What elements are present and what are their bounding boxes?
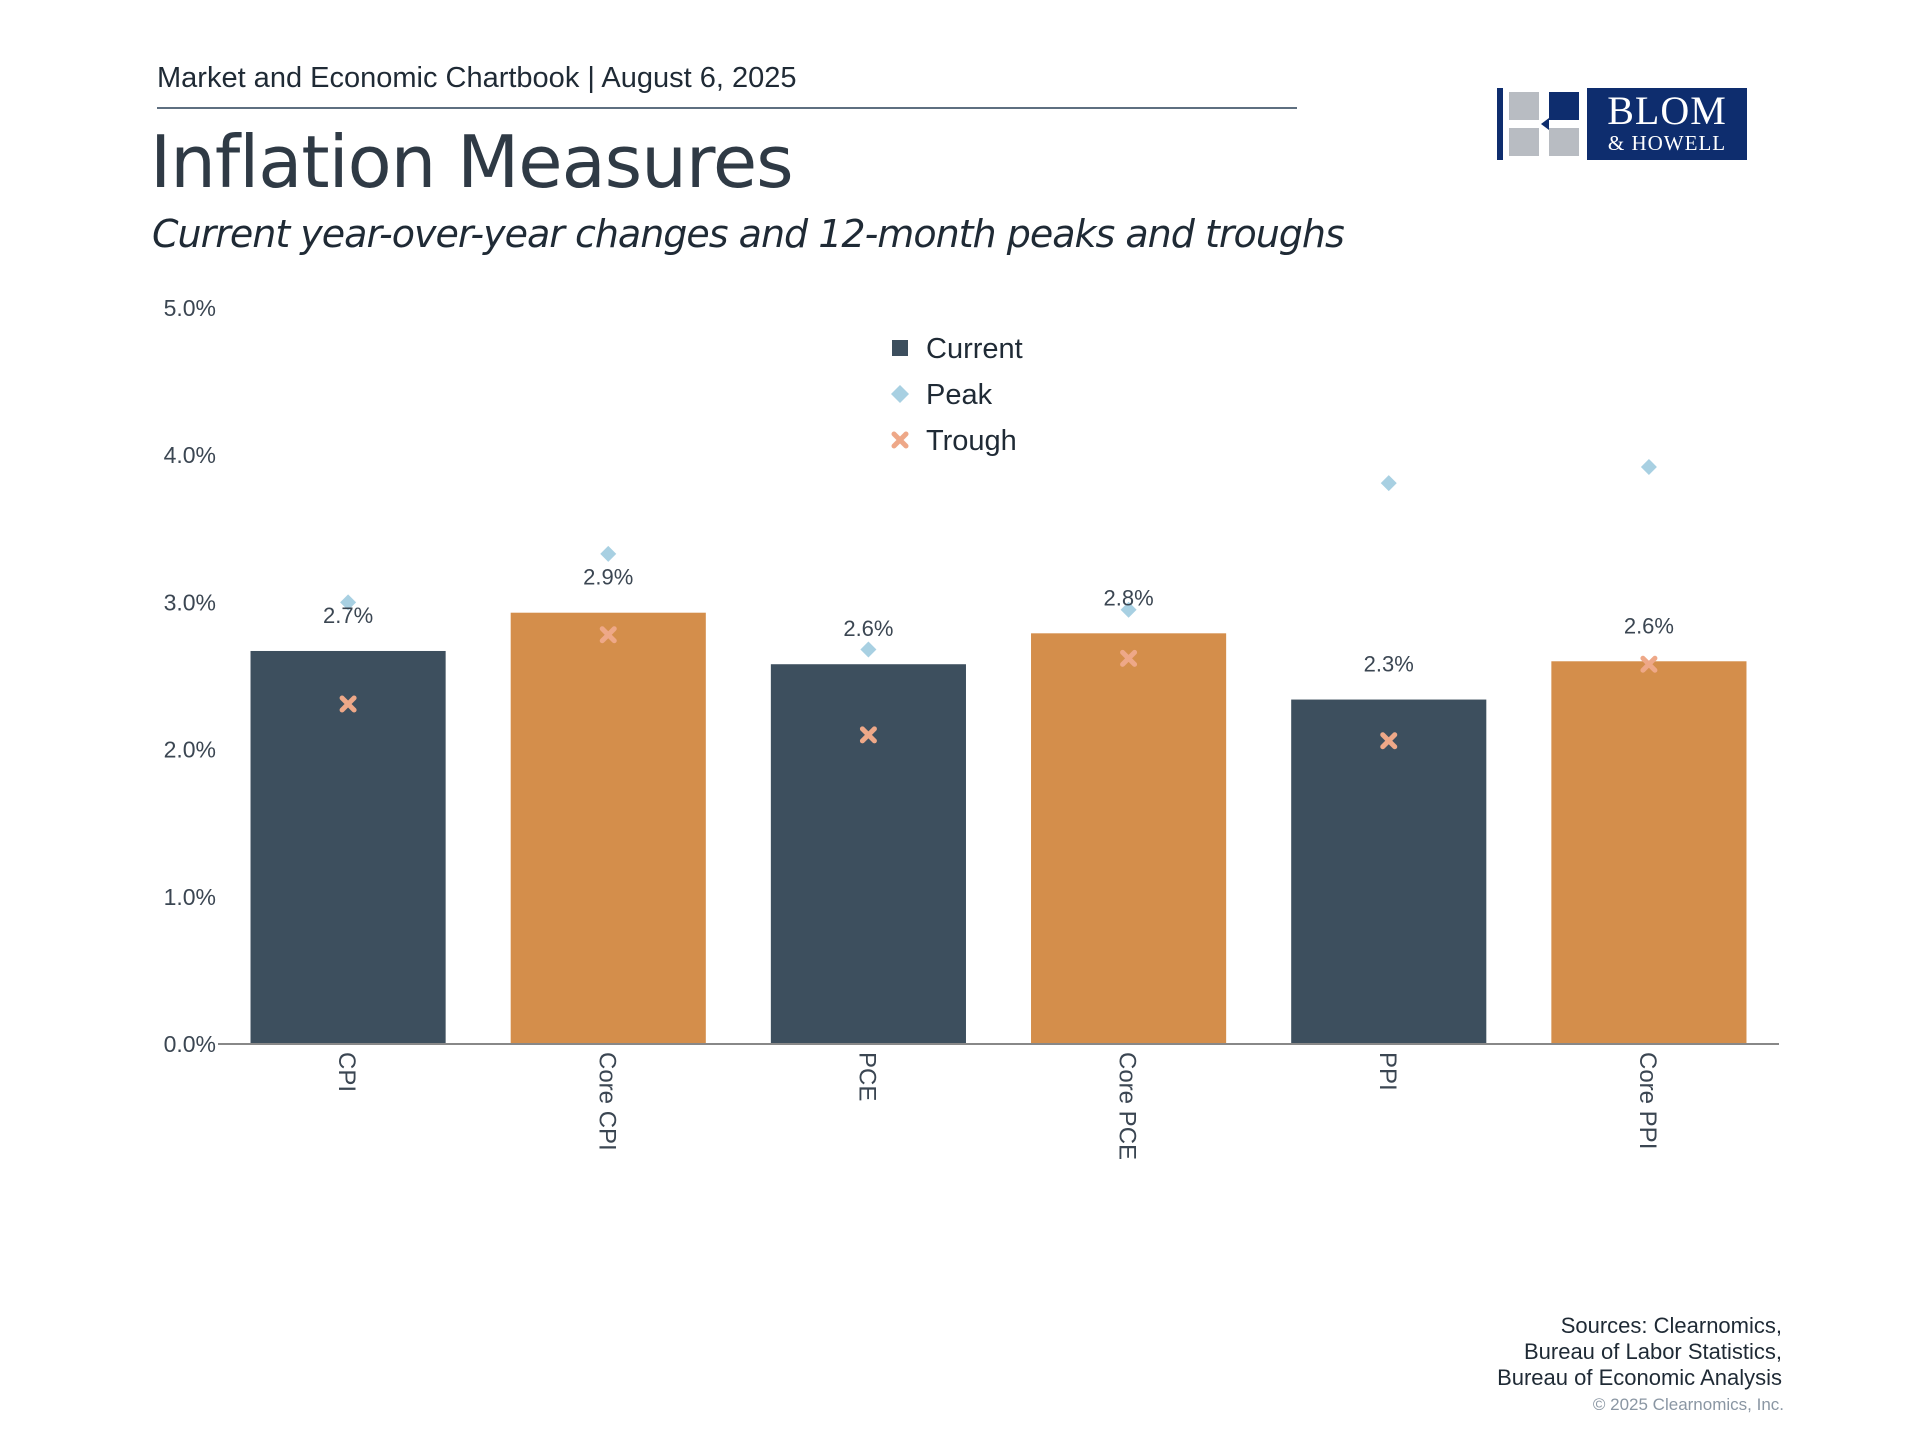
legend-trough-swatch xyxy=(891,431,909,449)
trough-marker xyxy=(1640,655,1658,673)
copyright-note: © 2025 Clearnomics, Inc. xyxy=(1592,1395,1784,1414)
bars xyxy=(250,612,1747,1044)
trough-marker xyxy=(859,726,877,744)
x-axis-labels: CPI Core CPI PCE Core PCE PPI Core PPI xyxy=(333,1052,1661,1160)
bar-core-cpi xyxy=(510,612,706,1044)
y-tick-label: 4.0% xyxy=(164,442,216,468)
sources-note: Sources: Clearnomics, Bureau of Labor St… xyxy=(1497,1313,1782,1391)
peak-marker xyxy=(1120,601,1137,618)
y-tick-label: 1.0% xyxy=(164,884,216,910)
x-tick-label: Core PPI xyxy=(1634,1052,1661,1149)
bar-ppi xyxy=(1291,699,1487,1044)
peak-marker xyxy=(340,594,357,611)
data-label: 2.3% xyxy=(1364,652,1414,677)
data-label: 2.8% xyxy=(1104,585,1154,610)
x-tick-label: CPI xyxy=(333,1052,360,1092)
y-tick-label: 2.0% xyxy=(164,737,216,763)
sources-line-3: Bureau of Economic Analysis xyxy=(1497,1365,1782,1390)
chartbook-header: Market and Economic Chartbook | August 6… xyxy=(157,62,797,94)
legend-label: Current xyxy=(926,333,1023,365)
y-tick-label: 3.0% xyxy=(164,589,216,615)
bar-cpi xyxy=(250,650,446,1044)
trough-marker xyxy=(1380,732,1398,750)
legend-label: Trough xyxy=(926,425,1017,457)
x-tick-label: PPI xyxy=(1374,1052,1401,1091)
y-axis-ticks: 0.0% 1.0% 2.0% 3.0% 4.0% 5.0% xyxy=(164,295,216,1057)
legend-peak-swatch xyxy=(891,385,909,403)
peak-marker xyxy=(1640,458,1657,475)
y-tick-label: 0.0% xyxy=(164,1031,216,1057)
logo-wordmark: BLOM & HOWELL xyxy=(1587,88,1747,160)
bar-core-pce xyxy=(1031,633,1227,1044)
x-tick-label: Core CPI xyxy=(593,1052,620,1151)
data-label: 2.9% xyxy=(583,565,633,590)
x-tick-label: PCE xyxy=(853,1052,880,1101)
peak-markers xyxy=(340,458,1657,658)
peak-marker xyxy=(600,545,617,562)
bar-core-ppi xyxy=(1551,661,1747,1044)
company-logo: BLOM & HOWELL xyxy=(1497,88,1747,160)
trough-marker xyxy=(1120,649,1138,667)
trough-marker xyxy=(599,626,617,644)
logo-text-howell: & HOWELL xyxy=(1607,131,1727,155)
page-subtitle: Current year-over-year changes and 12-mo… xyxy=(152,212,1345,256)
data-label: 2.7% xyxy=(323,603,373,628)
data-label: 2.6% xyxy=(843,616,893,641)
peak-marker xyxy=(860,641,877,658)
sources-line-2: Bureau of Labor Statistics, xyxy=(1523,1339,1782,1364)
legend-current-swatch xyxy=(892,340,908,356)
sources-line-1: Sources: Clearnomics, xyxy=(1560,1313,1782,1338)
data-labels: 2.7% 2.9% 2.6% 2.8% 2.3% 2.6% xyxy=(323,565,1674,677)
x-tick-label: Core PCE xyxy=(1114,1052,1141,1160)
peak-marker xyxy=(1380,475,1397,492)
y-tick-label: 5.0% xyxy=(164,295,216,321)
trough-markers xyxy=(339,626,1658,750)
logo-text-blom: BLOM xyxy=(1607,88,1727,133)
legend-label: Peak xyxy=(926,379,993,411)
bar-pce xyxy=(770,664,966,1044)
logo-mark-icon xyxy=(1497,88,1579,160)
header-divider xyxy=(157,107,1297,109)
chart-legend: Current Peak Trough xyxy=(891,333,1023,457)
trough-marker xyxy=(339,695,357,713)
page-title: Inflation Measures xyxy=(150,120,794,204)
data-label: 2.6% xyxy=(1624,613,1674,638)
